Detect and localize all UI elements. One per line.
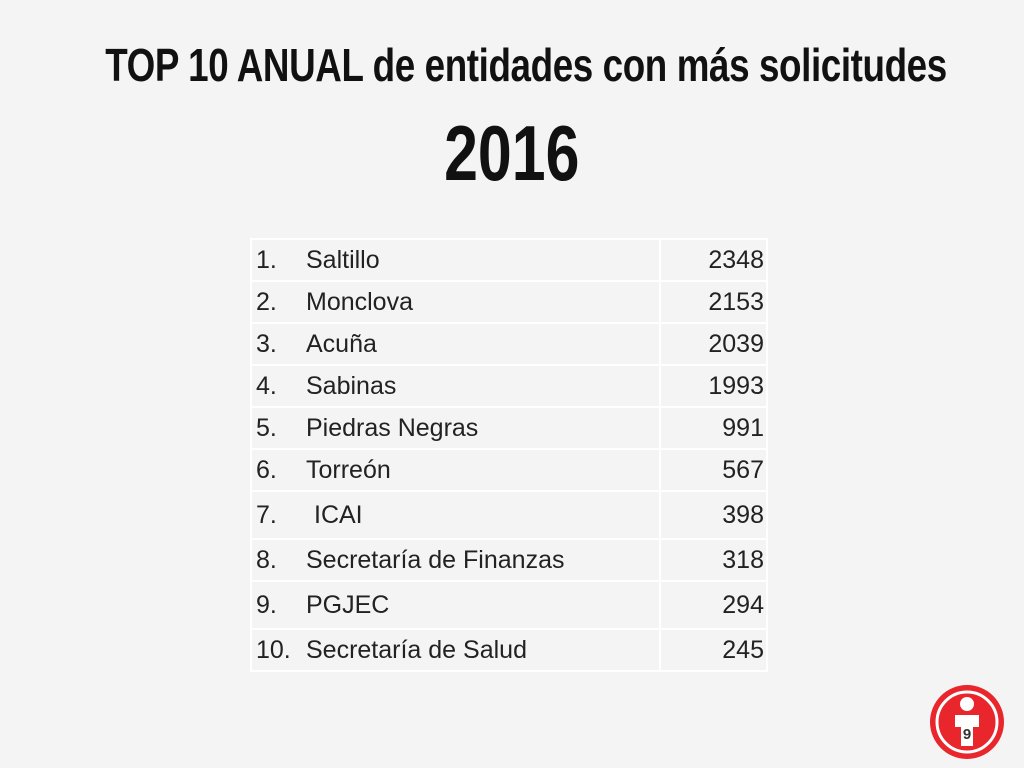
table-row: 10. Secretaría de Salud 245: [250, 628, 769, 672]
table-row: 8. Secretaría de Finanzas 318: [250, 538, 769, 582]
row-value: 2348: [658, 238, 769, 282]
table-row: 3. Acuña 2039: [250, 322, 769, 366]
row-value: 991: [658, 406, 769, 450]
slide-year: 2016: [0, 108, 1024, 199]
row-name: Acuña: [306, 329, 377, 358]
row-rank: 1.: [256, 245, 277, 274]
row-value: 567: [658, 448, 769, 492]
row-name: Torreón: [306, 455, 391, 484]
row-value: 2153: [658, 280, 769, 324]
slide-title-text: TOP 10 ANUAL de entidades con más solici…: [105, 39, 947, 91]
row-name: Piedras Negras: [306, 413, 479, 442]
row-value: 245: [658, 628, 769, 672]
table-row: 9. PGJEC 294: [250, 580, 769, 630]
slide-title: TOP 10 ANUAL de entidades con más solici…: [0, 38, 1024, 92]
row-value: 2039: [658, 322, 769, 366]
row-rank: 4.: [256, 371, 277, 400]
row-rank: 2.: [256, 287, 277, 316]
row-name: Sabinas: [306, 371, 397, 400]
row-rank: 10.: [256, 635, 291, 664]
page-number: 9: [962, 726, 972, 743]
row-value: 398: [658, 490, 769, 540]
info-logo-icon: [930, 685, 1004, 759]
row-rank: 6.: [256, 455, 277, 484]
row-rank: 5.: [256, 413, 277, 442]
row-name: ICAI: [314, 500, 363, 529]
row-value: 1993: [658, 364, 769, 408]
table-row: 4. Sabinas 1993: [250, 364, 769, 408]
row-name: Secretaría de Salud: [306, 635, 527, 664]
row-rank: 8.: [256, 545, 277, 574]
row-name: Saltillo: [306, 245, 380, 274]
row-rank: 7.: [256, 500, 277, 529]
slide-year-text: 2016: [444, 109, 580, 197]
row-rank: 3.: [256, 329, 277, 358]
row-value: 294: [658, 580, 769, 630]
row-name: PGJEC: [306, 590, 390, 619]
table-row: 5. Piedras Negras 991: [250, 406, 769, 450]
table-row: 6. Torreón 567: [250, 448, 769, 492]
row-name: Secretaría de Finanzas: [306, 545, 565, 574]
ranking-table: 1. Saltillo 2348 2. Monclova 2153 3. Acuña …: [250, 238, 769, 672]
table-row: 7. ICAI 398: [250, 490, 769, 540]
row-value: 318: [658, 538, 769, 582]
table-row: 1. Saltillo 2348: [250, 238, 769, 282]
table-row: 2. Monclova 2153: [250, 280, 769, 324]
row-name: Monclova: [306, 287, 413, 316]
row-rank: 9.: [256, 590, 277, 619]
